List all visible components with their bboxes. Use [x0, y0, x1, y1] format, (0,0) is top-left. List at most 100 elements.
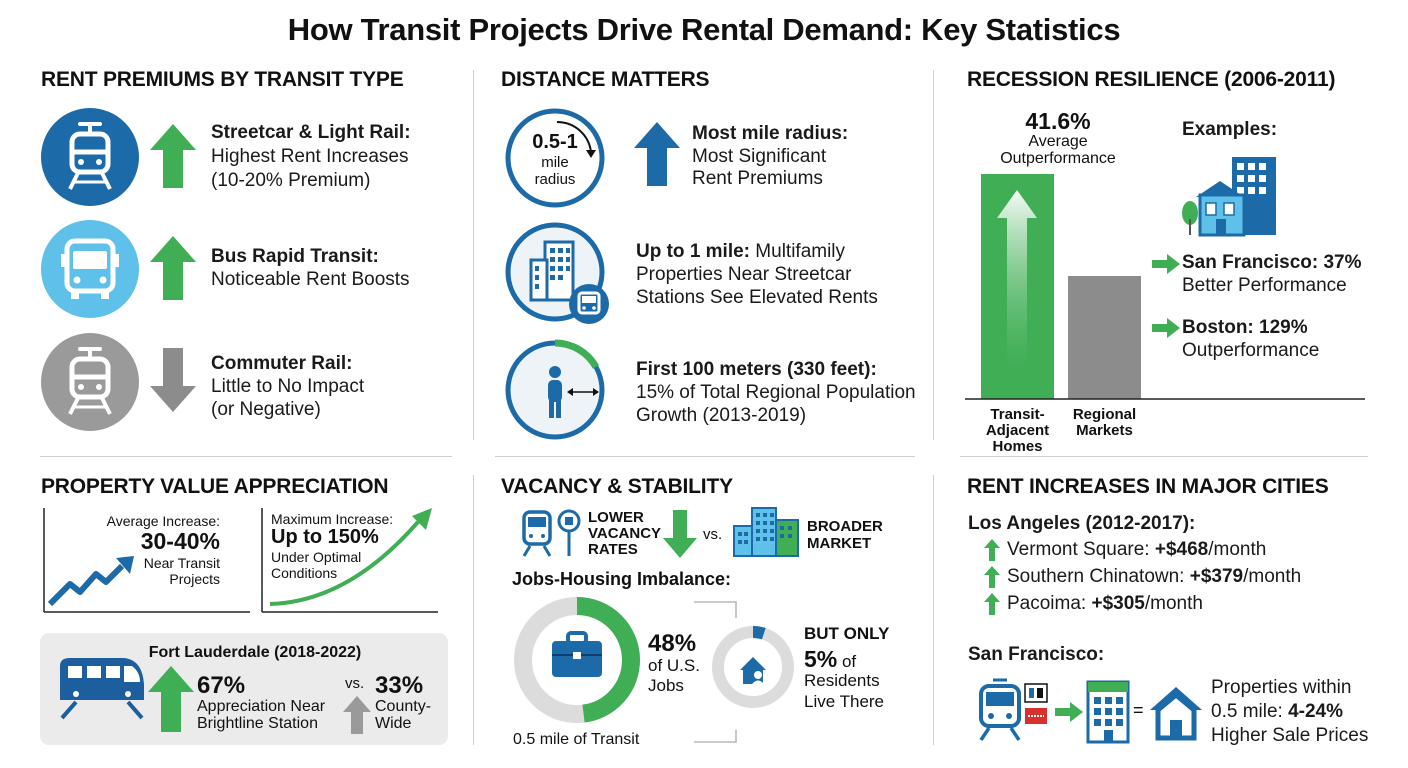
rent-item-line: Little to No Impact	[211, 376, 365, 397]
transit-bus-stop-icon	[522, 509, 581, 557]
bar-label: Homes	[992, 438, 1043, 455]
max-value: Up to 150%	[271, 526, 379, 548]
sf-line: Properties within	[1211, 677, 1352, 698]
market-buildings-icon	[733, 507, 799, 557]
sf-line: 0.5 mile: 4-24%	[1211, 701, 1344, 722]
rent-item-title: Bus Rapid Transit:	[211, 246, 379, 267]
county-value: 33%	[375, 672, 424, 699]
distance-item-line: Stations See Elevated Rents	[636, 287, 878, 308]
bus-icon	[41, 220, 139, 318]
column-divider	[933, 70, 934, 440]
radius-sub: radius	[534, 171, 576, 188]
distance-item-line: Properties Near Streetcar	[636, 264, 852, 285]
sf-example-title: San Francisco: 37%	[1182, 252, 1362, 273]
county-sub: County-	[375, 698, 432, 715]
row-divider	[495, 456, 915, 457]
up-arrow-icon	[984, 539, 1000, 561]
rent-item-title: Commuter Rail:	[211, 353, 353, 374]
distance-item-title: First 100 meters (330 feet):	[636, 359, 877, 380]
bar-label: Regional	[1072, 406, 1137, 423]
jobs-donut-chart	[514, 597, 640, 723]
avg-value: 30-40%	[140, 528, 220, 554]
growth-arrow-icon	[997, 190, 1037, 370]
building-bus-icon	[505, 222, 609, 324]
row-divider	[40, 456, 452, 457]
person-distance-icon	[505, 339, 605, 440]
up-arrow-icon	[150, 236, 196, 300]
fl-sub: Appreciation Near	[197, 698, 326, 715]
highspeed-train-icon	[60, 658, 144, 720]
column-divider	[933, 475, 934, 745]
radius-sub: mile	[541, 154, 569, 171]
up-arrow-icon	[148, 666, 194, 732]
right-arrow-icon	[1152, 318, 1180, 338]
distance-item-line: Most Significant	[692, 146, 827, 167]
transit-label: 0.5 mile of Transit	[513, 731, 640, 748]
radius-icon	[505, 108, 605, 208]
examples-label: Examples:	[1182, 119, 1278, 140]
column-divider	[473, 475, 474, 745]
broader-market-label: MARKET	[807, 535, 872, 552]
recession-heading: RECESSION RESILIENCE (2006-2011)	[967, 68, 1336, 91]
radius-label: 0.5-1	[532, 131, 578, 153]
distance-item-line: Growth (2013-2019)	[636, 405, 807, 426]
up-arrow-icon	[634, 122, 680, 186]
max-sub: Conditions	[271, 565, 338, 581]
distance-item-line: 15% of Total Regional Population	[636, 382, 916, 403]
sf-heading: San Francisco:	[968, 644, 1105, 665]
fl-sub: Brightline Station	[197, 715, 318, 732]
la-list-item: Pacoima: +$305/month	[1007, 593, 1203, 614]
max-sub: Under Optimal	[271, 549, 362, 565]
bar-label: Markets	[1076, 422, 1133, 439]
rent-item-line: (or Negative)	[211, 399, 321, 420]
avg-sub: Projects	[169, 571, 220, 587]
bar-label: Transit-	[990, 406, 1045, 423]
cities-heading: RENT INCREASES IN MAJOR CITIES	[967, 475, 1329, 498]
up-arrow-icon	[150, 124, 196, 188]
down-arrow-icon	[663, 510, 697, 558]
distance-item-line: Up to 1 mile: Multifamily	[636, 241, 846, 262]
lower-vacancy-label: VACANCY	[588, 525, 662, 542]
jobs-sub: of U.S.	[648, 656, 700, 675]
row-divider	[960, 456, 1368, 457]
recession-bar-chart	[965, 174, 1365, 400]
page-title: How Transit Projects Drive Rental Demand…	[287, 12, 1121, 47]
distance-heading: DISTANCE MATTERS	[501, 68, 710, 91]
fl-vs: vs.	[345, 675, 365, 692]
rent-premiums-heading: RENT PREMIUMS BY TRANSIT TYPE	[41, 68, 404, 91]
maximum-trend-chart	[261, 508, 438, 613]
recession-value: 41.6%	[1025, 108, 1091, 134]
boston-example-sub: Outperformance	[1182, 340, 1320, 361]
down-arrow-icon	[150, 348, 196, 412]
recession-label: Average	[1028, 133, 1088, 150]
bar-label: Adjacent	[985, 422, 1050, 439]
connector-lines	[694, 601, 737, 743]
train-icon	[41, 333, 139, 431]
boston-example-title: Boston: 129%	[1182, 317, 1308, 338]
average-trend-chart	[43, 508, 250, 613]
jobs-heading: Jobs-Housing Imbalance:	[512, 569, 732, 589]
regional-bar	[1068, 276, 1141, 399]
city-buildings-icon	[1182, 157, 1276, 237]
la-list-item: Southern Chinatown: +$379/month	[1007, 566, 1302, 587]
up-arrow-icon	[984, 593, 1000, 615]
jobs-sub: Jobs	[648, 676, 684, 695]
rent-item-title: Streetcar & Light Rail:	[211, 122, 411, 143]
jobs-arc	[514, 597, 640, 723]
rent-item-line: (10-20% Premium)	[211, 170, 371, 191]
broader-market-label: BROADER	[807, 518, 883, 535]
equals-sign: =	[1133, 700, 1144, 720]
lower-vacancy-label: LOWER	[588, 509, 644, 526]
residents-arc	[712, 626, 794, 708]
avg-label: Average Increase:	[106, 513, 220, 529]
la-heading: Los Angeles (2012-2017):	[968, 513, 1196, 534]
max-label: Maximum Increase:	[271, 511, 394, 527]
property-heading: PROPERTY VALUE APPRECIATION	[41, 475, 389, 498]
residents-value-line: 5% of	[804, 646, 857, 672]
residents-donut-chart	[712, 626, 794, 708]
jobs-value: 48%	[648, 630, 697, 657]
avg-sub: Near Transit	[143, 555, 220, 571]
distance-item-title: Most mile radius:	[692, 123, 849, 144]
up-arrow-icon	[984, 566, 1000, 588]
sf-transit-icon	[979, 678, 1048, 741]
